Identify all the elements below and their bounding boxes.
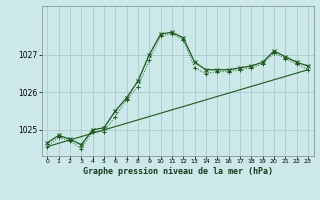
X-axis label: Graphe pression niveau de la mer (hPa): Graphe pression niveau de la mer (hPa) (83, 167, 273, 176)
